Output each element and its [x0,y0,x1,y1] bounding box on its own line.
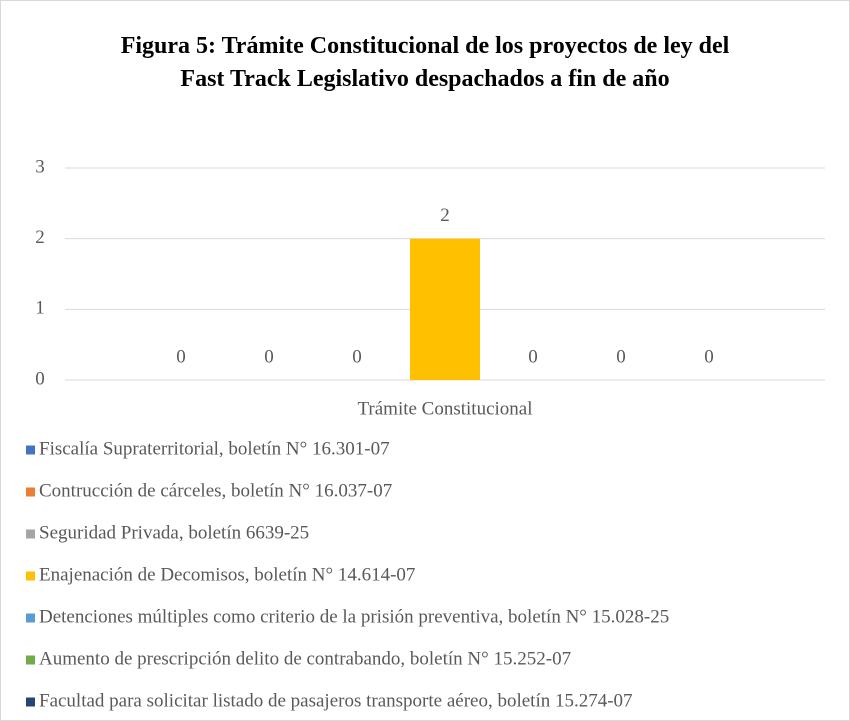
legend-swatch [26,697,35,707]
legend-label: Contrucción de cárceles, boletín N° 16.0… [39,480,392,501]
y-tick-label: 1 [35,298,45,319]
data-label: 2 [440,205,450,226]
bar [410,238,480,380]
legend-swatch [26,529,35,539]
legend-label: Aumento de prescripción delito de contra… [39,648,571,669]
data-label: 0 [176,346,186,367]
x-tick-label: Trámite Constitucional [357,398,532,419]
legend-swatch [26,655,35,665]
legend-label: Enajenación de Decomisos, boletín N° 14.… [39,564,415,585]
legend-swatch [26,613,35,623]
data-label: 0 [528,346,538,367]
y-tick-label: 2 [35,227,45,248]
legend-swatch [26,571,35,581]
data-label: 0 [704,346,714,367]
y-tick-label: 0 [35,368,45,389]
y-tick-label: 3 [35,156,45,177]
legend-label: Fiscalía Supraterritorial, boletín N° 16… [39,438,390,459]
legend-swatch [26,487,35,497]
data-label: 0 [264,346,274,367]
legend-swatch [26,445,35,455]
legend-label: Facultad para solicitar listado de pasaj… [39,690,633,711]
chart-title: Figura 5: Trámite Constitucional de los … [120,33,730,92]
legend-label: Seguridad Privada, boletín 6639-25 [39,522,309,543]
legend-label: Detenciones múltiples como criterio de l… [39,606,669,627]
data-label: 0 [352,346,362,367]
data-label: 0 [616,346,626,367]
